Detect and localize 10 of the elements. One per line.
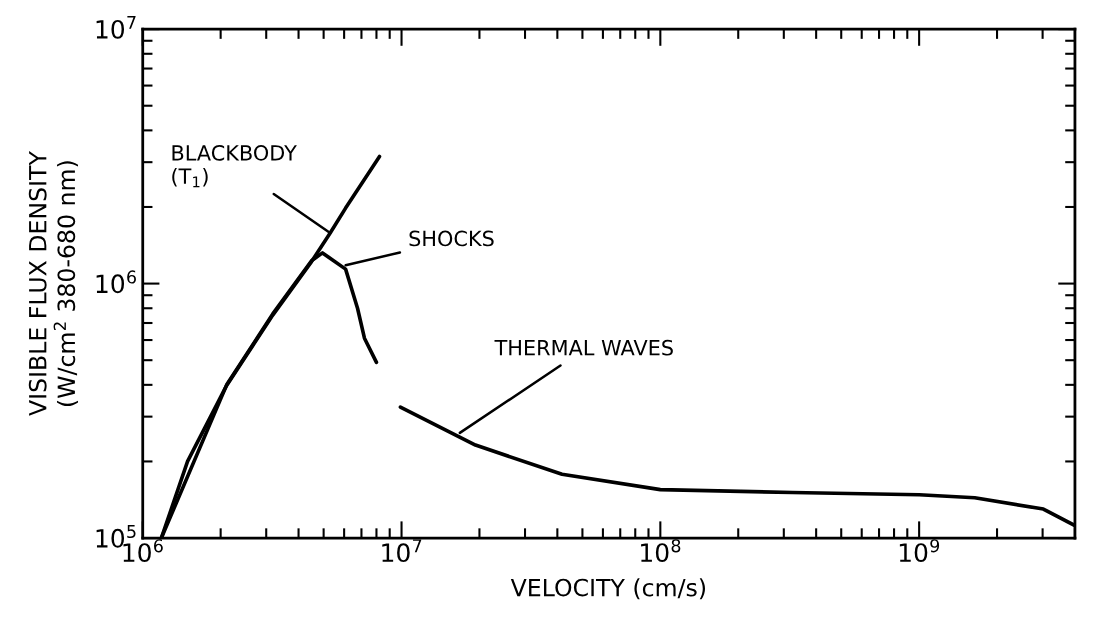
- annotation: THERMAL WAVES: [494, 339, 673, 356]
- y-axis-title: VISIBLE FLUX DENSITY (W/cm$^{2}$ 380-680 nm): [28, 151, 79, 416]
- y-tick-label: 10$^{6}$: [96, 270, 136, 294]
- x-axis-title: VELOCITY (cm/s): [510, 578, 706, 600]
- y-tick-label: 10$^{7}$: [96, 16, 136, 39]
- annotation: SHOCKS: [409, 230, 494, 247]
- annotation: BLACKBODY (T$_{1}$): [172, 144, 297, 188]
- x-tick-label: 10$^{9}$: [899, 539, 940, 563]
- x-tick-label: 10$^{8}$: [641, 539, 681, 563]
- x-tick-label: 10$^{7}$: [382, 539, 422, 563]
